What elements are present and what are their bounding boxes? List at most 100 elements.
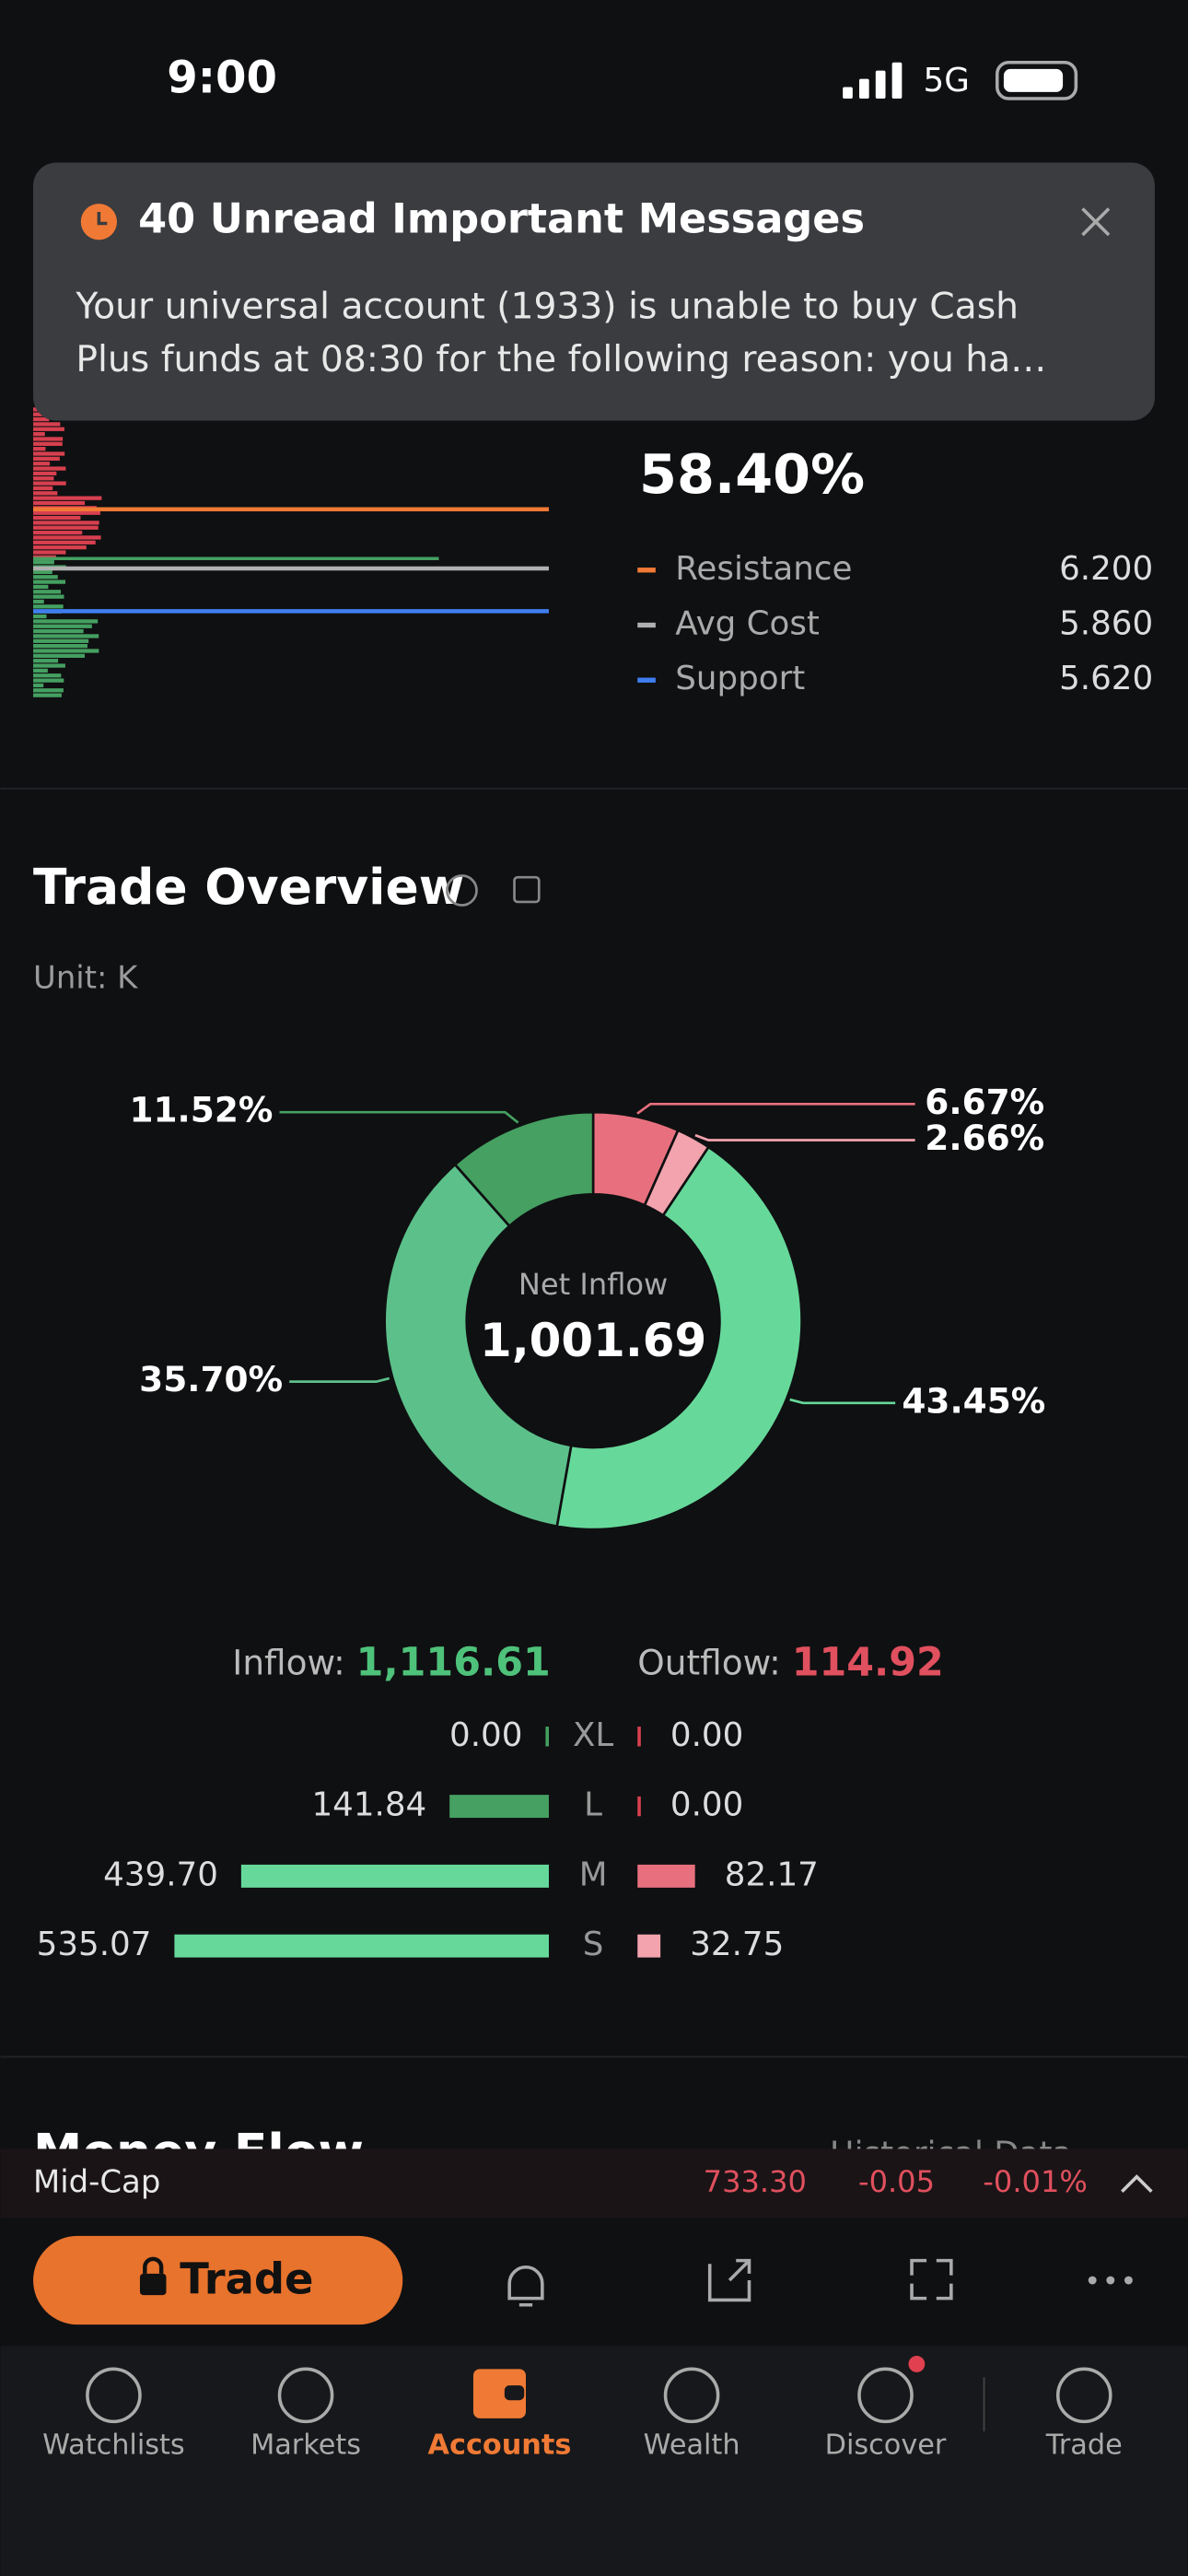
profit-ratio: 58.40% [639, 442, 865, 506]
ticker-bar[interactable] [0, 2149, 1188, 2219]
leader-line [789, 1398, 896, 1405]
tab-bar [0, 2346, 1188, 2576]
bar-value: 141.84 [311, 1786, 426, 1824]
tab-label[interactable]: Trade [1045, 2430, 1123, 2462]
flow-bar [637, 1934, 661, 1958]
tab-icon [857, 2367, 914, 2424]
chip-bar [33, 466, 66, 471]
bar-value: 32.75 [690, 1926, 784, 1963]
share-icon[interactable] [707, 2258, 751, 2302]
category-label: M [579, 1856, 608, 1893]
flow-bar [449, 1795, 549, 1819]
chip-bar [33, 604, 64, 609]
fullscreen-icon[interactable] [910, 2258, 953, 2301]
expand-icon[interactable] [1121, 2174, 1153, 2194]
flow-bars: XL 0.00 0.00 L 141.84 0.00 M 439.70 82.17 S 535.07… [37, 1716, 819, 1963]
tab-icon [86, 2367, 142, 2424]
flow-bar [637, 1864, 695, 1888]
chip-bar [33, 431, 45, 437]
chip-bar [33, 521, 99, 525]
chip-bar [33, 668, 48, 673]
tab-icon [663, 2367, 720, 2424]
chip-bar [33, 653, 86, 658]
chip-bar [33, 451, 65, 456]
chip-bar [33, 693, 62, 697]
donut-slice [555, 1145, 803, 1531]
center-label: Net Inflow [518, 1267, 668, 1302]
flow-bar [240, 1864, 549, 1888]
close-button[interactable] [1081, 207, 1111, 237]
chip-bar [33, 634, 99, 638]
donut-slice [453, 1110, 595, 1228]
chip-bar [33, 441, 63, 446]
legend-swatch [637, 677, 656, 683]
legend-name: Resistance [675, 550, 852, 588]
tab-label[interactable]: Markets [250, 2430, 361, 2462]
chip-bar [33, 619, 99, 624]
chip-bar [33, 599, 44, 604]
unit: Unit: K [33, 959, 138, 995]
bar-value: 82.17 [725, 1856, 819, 1893]
slice-label: 11.52% [129, 1090, 273, 1130]
flow-bar [637, 1727, 641, 1747]
chip-bar [33, 590, 62, 594]
tabs: Watchlists Markets Accounts Wealth Discover T… [42, 2356, 1123, 2462]
legend-value: 5.620 [1059, 660, 1153, 697]
notification[interactable] [33, 162, 1155, 421]
chip-bar [33, 500, 86, 506]
lock-shackle [143, 2256, 164, 2274]
donut-slice [383, 1163, 573, 1528]
chip-bar [33, 540, 96, 544]
chip-bar [33, 550, 66, 555]
flow-bar [174, 1934, 549, 1958]
chip-bar [33, 569, 52, 575]
leader-line [279, 1110, 519, 1124]
outflow-total: 114.92 [792, 1639, 944, 1685]
badge [908, 2356, 926, 2372]
chip-bar [33, 644, 87, 649]
chip-bar [33, 515, 81, 521]
tab-label[interactable]: Accounts [428, 2430, 572, 2462]
alert-icon[interactable] [507, 2265, 544, 2307]
legend-swatch [637, 622, 656, 628]
slice-label: 35.70% [139, 1359, 283, 1399]
tab-icon-detail [504, 2385, 525, 2401]
chip-bar [33, 663, 65, 668]
bar-value: 535.07 [37, 1926, 152, 1963]
tab-label[interactable]: Watchlists [42, 2430, 185, 2462]
chip-bar [33, 427, 64, 431]
flow-bar [545, 1727, 549, 1747]
chip-bar [33, 535, 101, 540]
category-label: XL [573, 1716, 613, 1754]
chip-bar [33, 638, 89, 643]
chip-bar [33, 510, 100, 515]
chip-bar [33, 422, 61, 427]
tab-label[interactable]: Discover [825, 2430, 947, 2462]
chip-bar [33, 530, 83, 535]
tab-label[interactable]: Wealth [644, 2430, 740, 2462]
inflow-total: 1,116.61 [356, 1639, 551, 1685]
bar-value: 0.00 [670, 1716, 743, 1754]
inflow-label: Inflow: 1,116.61 [232, 1639, 550, 1685]
trade-button[interactable] [33, 2235, 403, 2325]
share-icon[interactable] [513, 875, 541, 904]
chip-bar [33, 447, 46, 451]
chip-bar [33, 584, 49, 590]
more-icon[interactable] [1088, 2276, 1133, 2285]
info-icon[interactable] [446, 874, 478, 907]
notification-body: Plus funds at 08:30 for the following re… [76, 339, 1046, 381]
chip-bar [33, 673, 62, 678]
tab-icon [1055, 2367, 1112, 2424]
chip-bar [33, 525, 99, 530]
leader-line [694, 1133, 915, 1142]
chip-bar [33, 416, 50, 422]
legend-value: 5.860 [1059, 604, 1153, 642]
leader-line [289, 1376, 390, 1383]
chip-bar [33, 545, 87, 550]
chip-bar [33, 496, 102, 500]
inflow-name: Inflow: [232, 1642, 344, 1682]
chip-bar [33, 678, 64, 683]
outflow-label: Outflow: 114.92 [637, 1639, 944, 1685]
